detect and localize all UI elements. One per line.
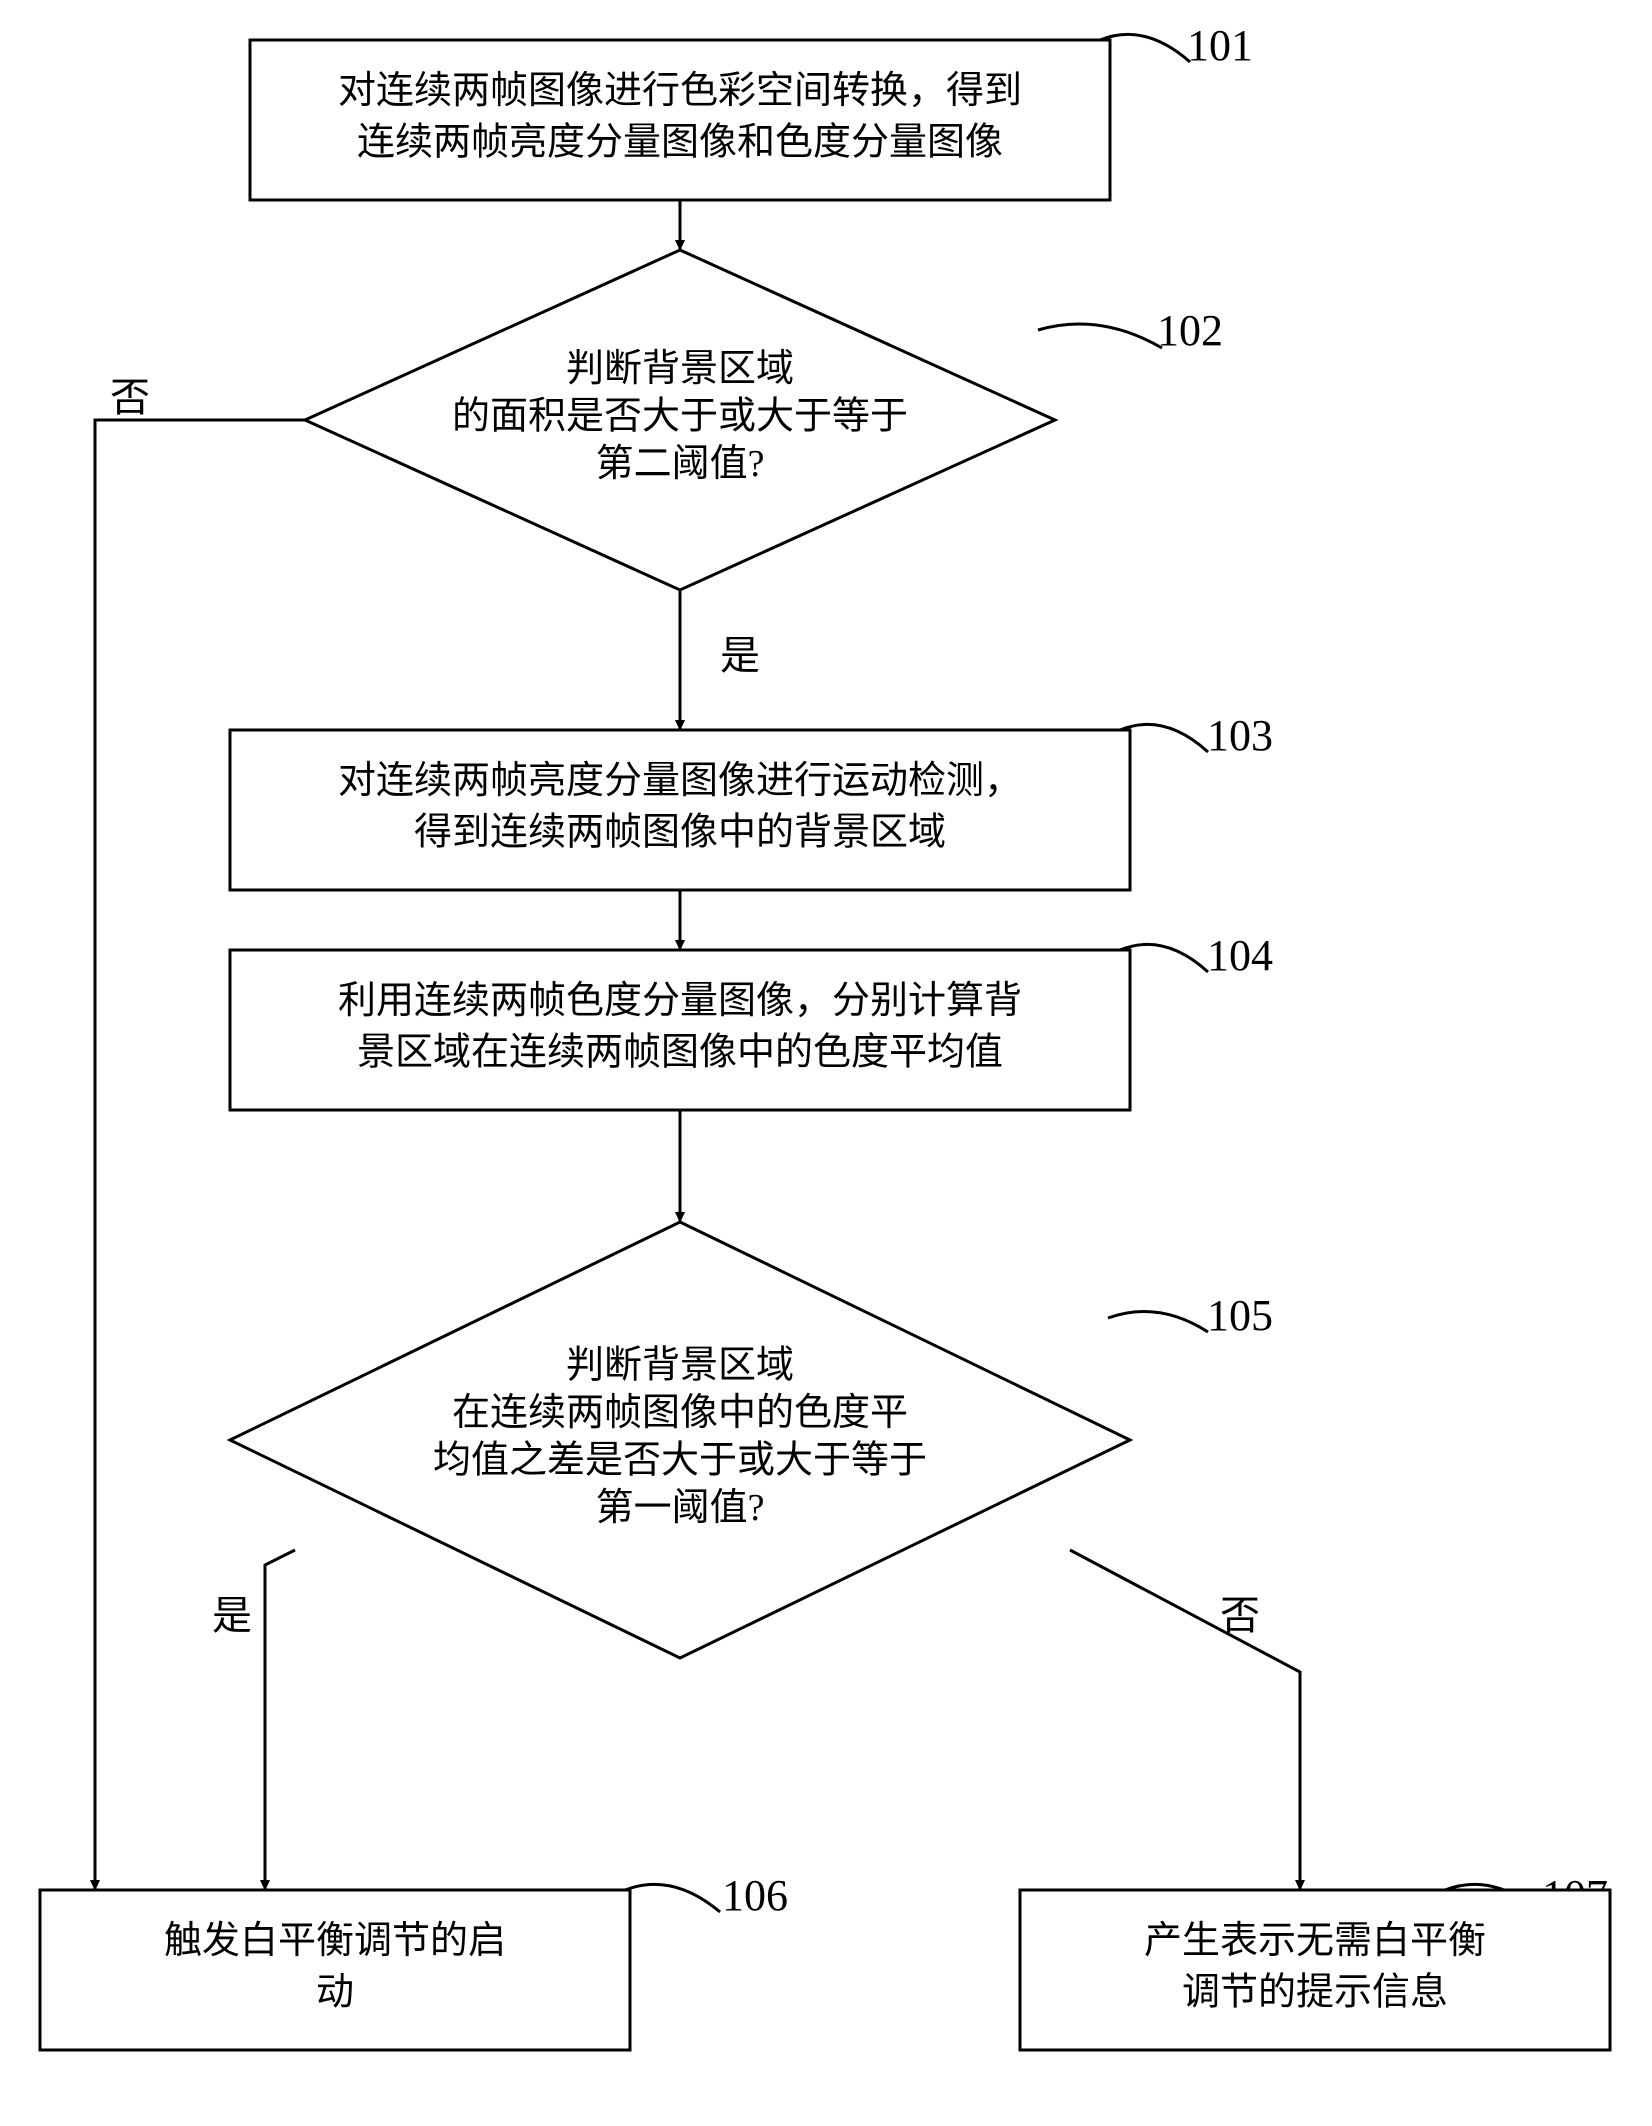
- node-n103-line: 得到连续两帧图像中的背景区域: [414, 811, 946, 853]
- node-n104-line: 景区域在连续两帧图像中的色度平均值: [357, 1031, 1003, 1073]
- node-n106: [40, 1890, 630, 2050]
- node-n105-line: 第一阈值?: [596, 1487, 765, 1529]
- node-n105-line: 均值之差是否大于或大于等于: [433, 1439, 927, 1481]
- node-n102-line: 第二阈值?: [596, 443, 765, 485]
- edge-e7-label: 否: [1220, 1593, 1260, 1638]
- node-n101: [250, 40, 1110, 200]
- node-n106-line: 触发白平衡调节的启: [164, 1920, 506, 1962]
- node-n102-line: 的面积是否大于或大于等于: [452, 396, 908, 438]
- node-n103: [230, 730, 1130, 890]
- node-n101-line: 连续两帧亮度分量图像和色度分量图像: [357, 121, 1003, 163]
- node-n107-line: 产生表示无需白平衡: [1144, 1920, 1486, 1962]
- step-number-103: 103: [1207, 711, 1273, 760]
- node-n105-line: 在连续两帧图像中的色度平: [452, 1392, 908, 1434]
- edge-e7: [1070, 1550, 1300, 1890]
- step-number-105: 105: [1207, 1291, 1273, 1340]
- leader-line: [1100, 34, 1190, 62]
- step-number-104: 104: [1207, 931, 1273, 980]
- node-n103-line: 对连续两帧亮度分量图像进行运动检测，: [338, 760, 1022, 802]
- edge-e6: [265, 1550, 295, 1890]
- edge-e3: [95, 420, 305, 1890]
- leader-line: [625, 1884, 720, 1912]
- step-number-106: 106: [722, 1871, 788, 1920]
- node-n106-line: 动: [316, 1971, 354, 2013]
- node-n107: [1020, 1890, 1610, 2050]
- edge-e3-label: 否: [110, 375, 150, 420]
- edge-e2-label: 是: [720, 633, 760, 678]
- node-n102-line: 判断背景区域: [566, 348, 794, 390]
- leader-line: [1120, 724, 1208, 752]
- leader-line: [1038, 324, 1162, 348]
- step-number-102: 102: [1157, 306, 1223, 355]
- leader-line: [1108, 1312, 1208, 1332]
- node-n101-line: 对连续两帧图像进行色彩空间转换，得到: [338, 70, 1022, 112]
- edge-e6-label: 是: [212, 1593, 252, 1638]
- node-n105-line: 判断背景区域: [566, 1344, 794, 1386]
- node-n104: [230, 950, 1130, 1110]
- node-n104-line: 利用连续两帧色度分量图像，分别计算背: [338, 980, 1022, 1022]
- node-n107-line: 调节的提示信息: [1182, 1971, 1448, 2013]
- step-number-101: 101: [1187, 21, 1253, 70]
- leader-line: [1120, 944, 1208, 972]
